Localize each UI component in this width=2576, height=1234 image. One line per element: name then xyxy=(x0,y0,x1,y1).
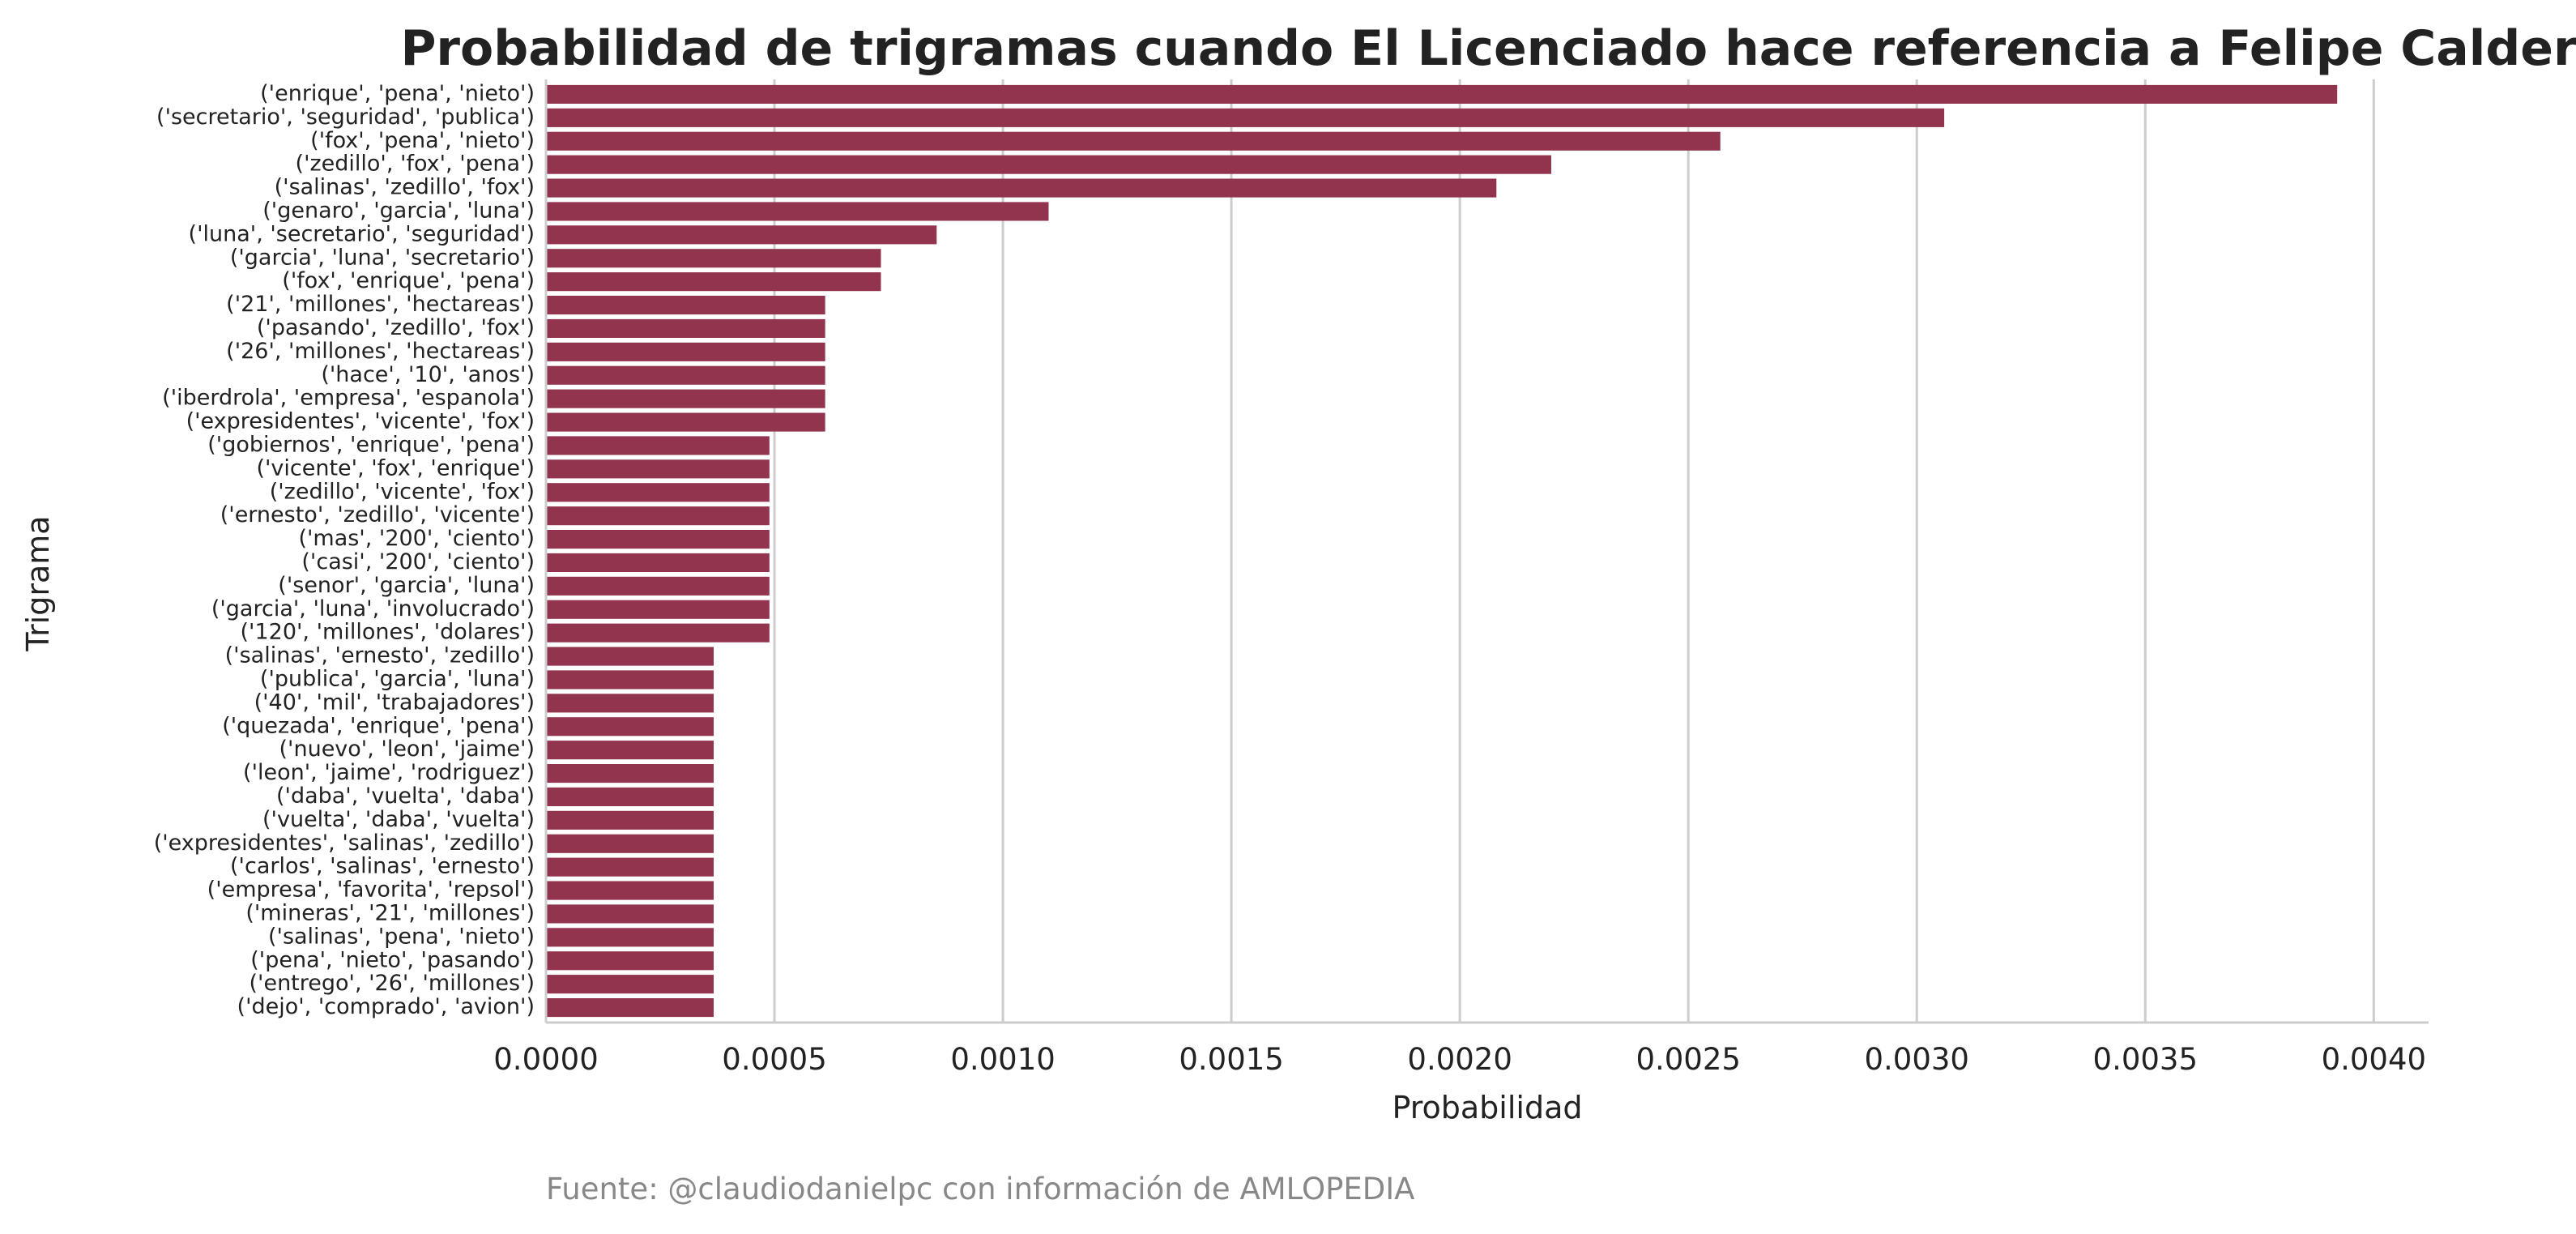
bar xyxy=(546,881,714,900)
x-tick-label: 0.0020 xyxy=(1407,1042,1512,1077)
category-label: ('garcia', 'luna', 'involucrado') xyxy=(211,596,535,621)
category-label: ('pena', 'nieto', 'pasando') xyxy=(250,947,535,972)
bar xyxy=(546,741,714,760)
bar xyxy=(546,600,770,619)
x-tick-label: 0.0035 xyxy=(2093,1042,2198,1077)
bar xyxy=(546,553,770,573)
x-tick-label: 0.0010 xyxy=(950,1042,1055,1077)
category-label: ('zedillo', 'vicente', 'fox') xyxy=(270,479,535,504)
bar xyxy=(546,155,1551,174)
category-label: ('pasando', 'zedillo', 'fox') xyxy=(257,315,535,340)
bar xyxy=(546,787,714,807)
x-axis-label: Probabilidad xyxy=(1392,1090,1582,1125)
bar xyxy=(546,834,714,853)
category-label: ('empresa', 'favorita', 'repsol') xyxy=(207,877,535,903)
category-label: ('salinas', 'pena', 'nieto') xyxy=(268,924,535,949)
bar xyxy=(546,249,881,268)
bar xyxy=(546,272,881,292)
category-label: ('salinas', 'zedillo', 'fox') xyxy=(275,175,535,200)
x-tick-label: 0.0000 xyxy=(493,1042,598,1077)
bar xyxy=(546,975,714,994)
category-label: ('zedillo', 'fox', 'pena') xyxy=(296,152,535,177)
bar xyxy=(546,84,2338,105)
bar xyxy=(546,997,714,1018)
bar xyxy=(546,108,1945,127)
bar xyxy=(546,857,714,877)
bar xyxy=(546,436,770,455)
x-tick-label: 0.0015 xyxy=(1179,1042,1283,1077)
bar xyxy=(546,202,1049,221)
category-label: ('casi', '200', 'ciento') xyxy=(301,549,535,574)
category-label: ('secretario', 'seguridad', 'publica') xyxy=(156,105,535,130)
source-note: Fuente: @claudiodanielpc con información… xyxy=(546,1172,1415,1206)
category-label: ('hace', '10', 'anos') xyxy=(321,362,535,387)
bar xyxy=(546,576,770,596)
bar xyxy=(546,459,770,479)
bar xyxy=(546,295,825,315)
category-label: ('luna', 'secretario', 'seguridad') xyxy=(189,221,535,246)
axes xyxy=(544,79,2429,1024)
bar xyxy=(546,389,825,408)
bar xyxy=(546,717,714,737)
category-label: ('40', 'mil', 'trabajadores') xyxy=(254,690,535,715)
bar xyxy=(546,904,714,924)
category-label: ('quezada', 'enrique', 'pena') xyxy=(222,713,535,738)
category-labels: ('enrique', 'pena', 'nieto')('secretario… xyxy=(154,81,535,1019)
bar xyxy=(546,225,937,245)
bar xyxy=(546,342,825,361)
category-label: ('publica', 'garcia', 'luna') xyxy=(260,666,535,691)
x-tick-label: 0.0040 xyxy=(2322,1042,2426,1077)
category-label: ('enrique', 'pena', 'nieto') xyxy=(260,81,535,106)
category-label: ('mineras', '21', 'millones') xyxy=(245,900,535,925)
category-label: ('salinas', 'ernesto', 'zedillo') xyxy=(225,643,535,668)
bar xyxy=(546,506,770,526)
bar xyxy=(546,647,714,666)
bar xyxy=(546,365,825,385)
gridlines xyxy=(773,79,2375,1023)
category-label: ('vuelta', 'daba', 'vuelta') xyxy=(262,807,535,832)
bar xyxy=(546,670,714,690)
x-tick-label: 0.0005 xyxy=(722,1042,826,1077)
chart-title: Probabilidad de trigramas cuando El Lice… xyxy=(400,20,2576,77)
category-label: ('fox', 'pena', 'nieto') xyxy=(310,128,535,153)
bars xyxy=(546,84,2338,1018)
x-tick-label: 0.0030 xyxy=(1864,1042,1968,1077)
category-label: ('carlos', 'salinas', 'ernesto') xyxy=(230,854,535,879)
bar xyxy=(546,131,1721,151)
category-label: ('leon', 'jaime', 'rodriguez') xyxy=(243,760,535,785)
bar xyxy=(546,529,770,549)
category-label: ('genaro', 'garcia', 'luna') xyxy=(262,198,535,223)
category-label: ('daba', 'vuelta', 'daba') xyxy=(276,784,535,809)
bar xyxy=(546,178,1497,198)
category-label: ('entrego', '26', 'millones') xyxy=(249,971,535,996)
category-label: ('dejo', 'comprado', 'avion') xyxy=(237,994,535,1019)
category-label: ('expresidentes', 'salinas', 'zedillo') xyxy=(154,830,535,856)
bar xyxy=(546,951,714,971)
category-label: ('garcia', 'luna', 'secretario') xyxy=(230,245,535,270)
category-label: ('gobiernos', 'enrique', 'pena') xyxy=(207,432,535,457)
x-tick-label: 0.0025 xyxy=(1636,1042,1740,1077)
bar xyxy=(546,763,714,784)
bar xyxy=(546,623,770,643)
y-axis-label: Trigrama xyxy=(20,515,56,651)
category-label: ('ernesto', 'zedillo', 'vicente') xyxy=(220,502,535,527)
category-label: ('mas', '200', 'ciento') xyxy=(298,526,535,551)
bar xyxy=(546,810,714,830)
category-label: ('26', 'millones', 'hectareas') xyxy=(226,339,535,364)
category-label: ('vicente', 'fox', 'enrique') xyxy=(256,455,535,480)
category-label: ('expresidentes', 'vicente', 'fox') xyxy=(186,409,535,434)
category-label: ('senor', 'garcia', 'luna') xyxy=(278,573,535,598)
bar xyxy=(546,412,825,432)
category-label: ('nuevo', 'leon', 'jaime') xyxy=(279,737,535,762)
bar xyxy=(546,928,714,947)
bar xyxy=(546,483,770,502)
category-label: ('120', 'millones', 'dolares') xyxy=(241,620,535,645)
category-label: ('fox', 'enrique', 'pena') xyxy=(282,268,535,293)
bar xyxy=(546,318,825,339)
bar xyxy=(546,694,714,713)
x-tick-labels: 0.0000 0.0005 0.0010 0.0015 0.0020 0.0025 0.00… xyxy=(493,1042,2426,1077)
category-label: ('iberdrola', 'empresa', 'espanola') xyxy=(162,386,535,411)
category-label: ('21', 'millones', 'hectareas') xyxy=(226,292,535,317)
